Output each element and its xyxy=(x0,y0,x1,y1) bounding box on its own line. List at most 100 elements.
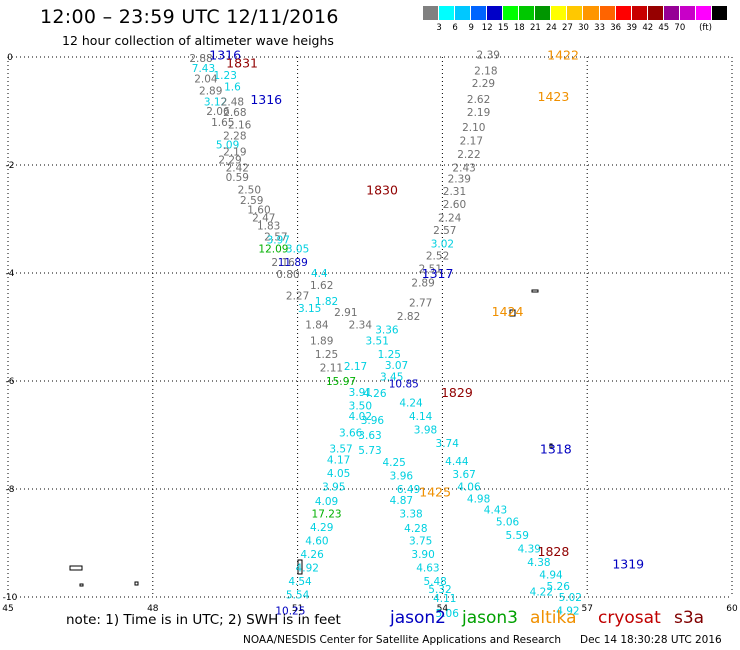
wave-height-value: 0.59 xyxy=(226,172,249,184)
wave-height-value: 3.05 xyxy=(286,244,309,256)
legend-tick-label: 33 xyxy=(594,23,605,33)
legend-swatch xyxy=(695,6,712,20)
color-legend: 3 6 9 12 15 18 21 24 27 30 33 36 39 42 45 70 (ft) xyxy=(423,6,728,36)
legend-swatch xyxy=(631,6,648,20)
wave-height-value: 1.60 xyxy=(247,204,270,216)
wave-height-value: 2.18 xyxy=(474,66,497,78)
wave-height-value: 4.43 xyxy=(484,505,507,517)
page-title: 12:00 – 23:59 UTC 12/11/2016 xyxy=(40,6,339,28)
wave-height-value: 3.57 xyxy=(329,444,352,456)
wave-height-value: 5.09 xyxy=(216,139,239,151)
lon-tick-label: 60 xyxy=(726,604,738,614)
wave-height-value: 4.87 xyxy=(390,495,413,507)
wave-height-value: 2.17 xyxy=(344,361,367,373)
legend-swatch xyxy=(455,6,472,20)
wave-height-value: 2.06 xyxy=(206,106,230,118)
pass-time-label: 1316 xyxy=(250,92,282,107)
wave-height-value: 1.62 xyxy=(310,280,333,292)
wave-height-value: 4.92 xyxy=(556,606,579,618)
wave-height-value: 3.66 xyxy=(339,427,363,439)
island-outline xyxy=(134,581,139,586)
legend-color-bar xyxy=(423,6,728,20)
wave-height-value: 4.4 xyxy=(311,268,328,280)
pass-time-label: 1830 xyxy=(366,182,398,197)
footnote: note: 1) Time is in UTC; 2) SWH is in fe… xyxy=(66,612,341,628)
legend-swatch xyxy=(487,6,504,20)
legend-tick-label: 45 xyxy=(658,23,670,33)
legend-swatch xyxy=(551,6,568,20)
wave-height-value: 4.63 xyxy=(416,562,439,574)
wave-height-value: 2.89 xyxy=(199,85,222,97)
pass-time-label: 1829 xyxy=(441,385,473,400)
legend-tick-label: 6 xyxy=(452,23,458,33)
wave-height-value: 2.19 xyxy=(223,147,246,159)
wave-height-value: 3.15 xyxy=(298,303,321,315)
wave-height-value: 3.96 xyxy=(390,471,414,483)
legend-tick-label: 24 xyxy=(545,23,557,33)
wave-height-value: 4.06 xyxy=(457,481,481,493)
wave-height-value: 3.02 xyxy=(431,238,454,250)
pass-time-label: 1422 xyxy=(547,47,579,62)
pass-time-label: 1318 xyxy=(540,442,572,457)
island-outline xyxy=(509,309,516,317)
wave-height-value: 2.89 xyxy=(411,278,434,290)
pass-time-label: 1319 xyxy=(612,557,644,572)
wave-height-value: 1.25 xyxy=(315,349,338,361)
legend-swatch xyxy=(711,6,728,20)
wave-height-value: 2.91 xyxy=(334,307,357,319)
wave-height-value: 4.05 xyxy=(327,468,350,480)
wave-height-value: 2.62 xyxy=(467,94,490,106)
pass-time-label: 1317 xyxy=(422,266,454,281)
satellite-label-jason3: jason3 xyxy=(462,608,518,628)
wave-height-value: 5.59 xyxy=(506,530,529,542)
legend-tick-label: 21 xyxy=(529,23,541,33)
wave-height-value: 3.98 xyxy=(414,425,437,437)
wave-height-value: 3.95 xyxy=(322,481,345,493)
legend-swatch xyxy=(615,6,632,20)
legend-tick-label: 42 xyxy=(642,23,654,33)
island-outline xyxy=(297,559,303,575)
wave-height-value: 4.26 xyxy=(363,388,387,400)
wave-height-value: 2.16 xyxy=(228,120,252,132)
pass-time-label: 1828 xyxy=(538,544,570,559)
wave-height-value: 2.57 xyxy=(264,231,287,243)
wave-height-value: 2.59 xyxy=(240,195,263,207)
wave-height-value: 10.25 xyxy=(275,606,305,618)
wave-height-value: 3.07 xyxy=(385,360,408,372)
wave-height-value: 2.04 xyxy=(194,74,218,86)
wave-height-value: 4.24 xyxy=(399,398,423,410)
wave-height-value: 7.43 xyxy=(192,63,215,75)
wave-height-value: 4.28 xyxy=(404,523,427,535)
legend-swatch xyxy=(471,6,488,20)
wave-height-value: 2.82 xyxy=(397,311,420,323)
island-outline xyxy=(79,583,84,587)
wave-height-value: 4.22 xyxy=(530,587,553,599)
wave-height-value: 1.65 xyxy=(211,117,234,129)
legend-tick-label: 12 xyxy=(481,23,493,33)
pass-time-label: 1831 xyxy=(226,55,258,70)
satellite-label-cryosat: cryosat xyxy=(598,608,661,628)
wave-height-value: 2.42 xyxy=(226,163,249,175)
wave-height-value: 2.11 xyxy=(320,363,343,375)
lon-tick-label: 45 xyxy=(2,604,13,614)
wave-height-value: 2.39 xyxy=(477,49,500,61)
wave-height-value: 1.83 xyxy=(257,220,280,232)
wave-height-value: 5.32 xyxy=(428,584,451,596)
lat-tick-label: -10 xyxy=(3,593,18,603)
credit-text: NOAA/NESDIS Center for Satellite Applica… xyxy=(243,634,561,646)
wave-height-value: 1.25 xyxy=(378,349,401,361)
island-outline xyxy=(549,443,553,449)
wave-height-value: 2.28 xyxy=(223,130,246,142)
wave-height-value: 11.89 xyxy=(278,257,308,269)
wave-height-value: 1.23 xyxy=(214,70,237,82)
satellite-label-s3a: s3a xyxy=(674,608,705,628)
wave-height-value: 2.16 xyxy=(271,257,295,269)
legend-tick-label: 15 xyxy=(497,23,509,33)
wave-height-value: 5.48 xyxy=(423,576,446,588)
wave-height-value: 2.68 xyxy=(223,107,246,119)
legend-tick-label: (ft) xyxy=(699,23,712,33)
wave-height-value: 2.77 xyxy=(409,298,432,310)
legend-swatch xyxy=(567,6,584,20)
wave-height-value: 2.22 xyxy=(457,149,480,161)
